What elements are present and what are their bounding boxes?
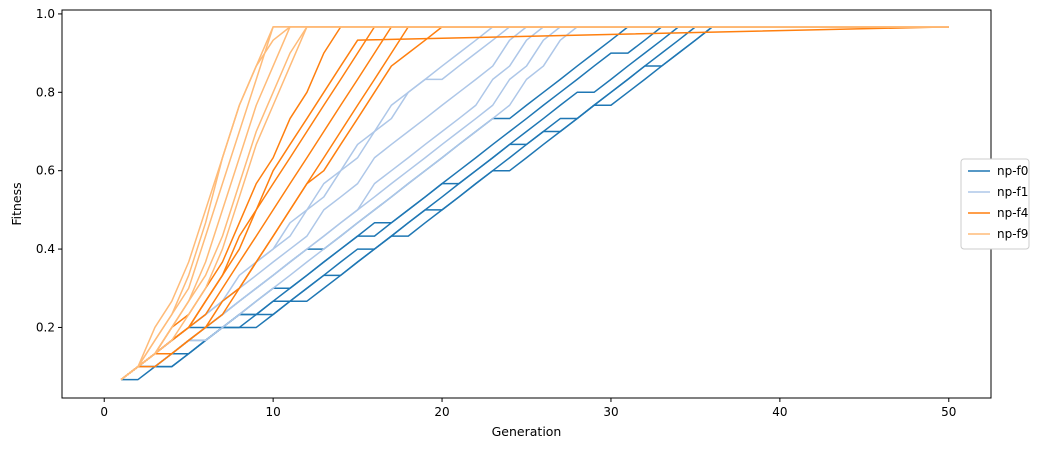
y-tick-label: 1.0 xyxy=(36,7,55,21)
x-tick-label: 50 xyxy=(941,405,956,419)
y-tick-label: 0.6 xyxy=(36,164,55,178)
legend: np-f0 np-f1 np-f4 np-f9 xyxy=(960,158,1030,250)
series-np-f9 xyxy=(120,26,949,381)
y-tick-label: 0.2 xyxy=(36,320,55,334)
series-lines xyxy=(120,26,949,381)
series-line-np-f9-run-6 xyxy=(120,26,949,381)
series-line-np-f9-run-5 xyxy=(120,26,949,381)
x-tick-label: 10 xyxy=(265,405,280,419)
legend-label-np-f9: np-f9 xyxy=(997,227,1028,241)
x-tick-label: 40 xyxy=(772,405,787,419)
legend-box xyxy=(960,158,1030,250)
y-axis-title: Fitness xyxy=(9,182,24,225)
series-line-np-f0-run-5 xyxy=(120,26,949,381)
ticks: 0 10 20 30 40 50 0.2 0.4 0.6 0.8 1.0 xyxy=(36,7,957,419)
series-line-np-f1-run-5 xyxy=(120,26,949,381)
x-tick-label: 20 xyxy=(434,405,449,419)
legend-label-np-f1: np-f1 xyxy=(997,185,1028,199)
series-line-np-f0-run-3 xyxy=(120,26,949,381)
series-line-np-f9-run-4 xyxy=(120,26,949,381)
x-tick-label: 0 xyxy=(100,405,108,419)
series-line-np-f4-run-4 xyxy=(120,26,949,381)
x-axis-title: Generation xyxy=(492,424,562,439)
y-tick-label: 0.4 xyxy=(36,242,55,256)
x-tick-label: 30 xyxy=(603,405,618,419)
y-tick-label: 0.8 xyxy=(36,85,55,99)
legend-label-np-f0: np-f0 xyxy=(997,164,1028,178)
legend-label-np-f4: np-f4 xyxy=(997,206,1028,220)
